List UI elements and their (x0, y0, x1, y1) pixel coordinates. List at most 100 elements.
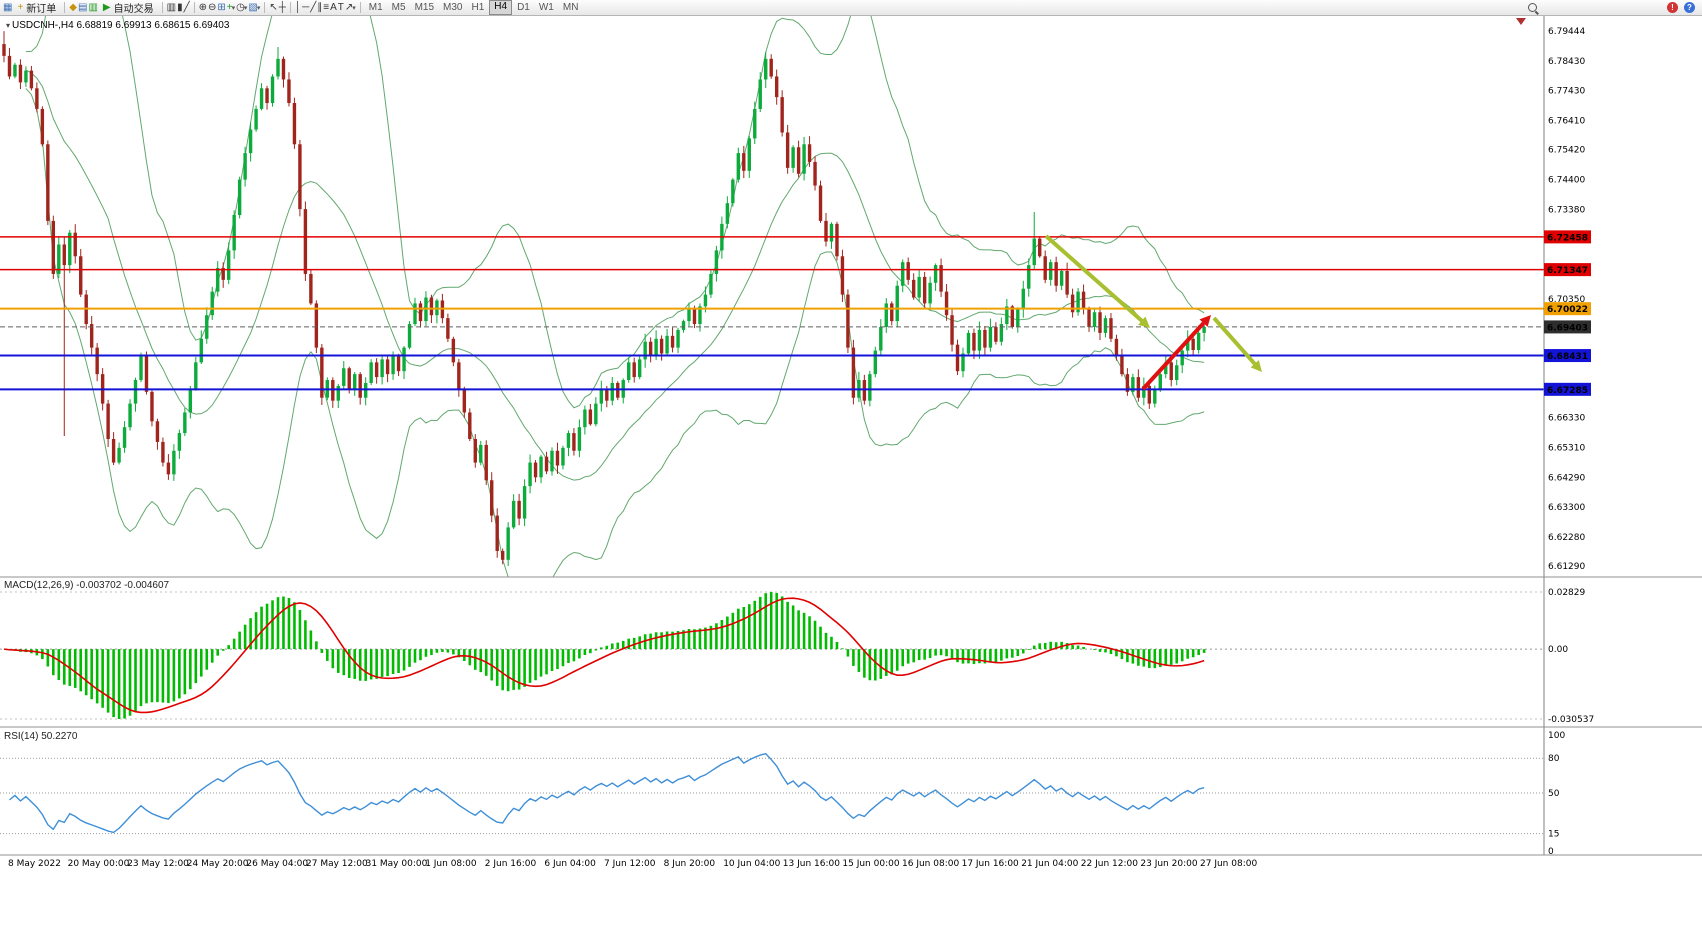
bar-chart-type-icon[interactable]: ▥ (166, 2, 177, 13)
arrow-tools-icon[interactable]: ↗ (344, 2, 354, 13)
time-label: 22 Jun 12:00 (1081, 859, 1138, 869)
periods-dropdown-icon[interactable]: ▾ (243, 4, 248, 12)
drawn-arrows[interactable] (1044, 234, 1262, 391)
separator (64, 2, 66, 13)
time-label: 21 Jun 04:00 (1021, 859, 1078, 869)
market-watch-icon[interactable]: ▤ (78, 2, 88, 13)
price-badge-value: 6.67285 (1547, 386, 1588, 396)
rsi-line (9, 752, 1205, 834)
rsi-indicator-label: RSI(14) 50.2270 (4, 731, 78, 742)
price-badge-value: 6.71347 (1547, 266, 1588, 276)
cursor-icon[interactable]: ↖ (269, 2, 278, 13)
periods-icon[interactable]: ◷ (236, 2, 245, 13)
new-order-button[interactable]: + 新订单 (13, 1, 60, 15)
time-label: 10 Jun 04:00 (723, 859, 780, 869)
auto-trading-label: 自动交易 (113, 4, 154, 15)
symbol-ohlc-info: ▾ USDCNH-,H4 6.68819 6.69913 6.68615 6.69… (6, 20, 229, 31)
channel-icon[interactable]: ∥ (317, 2, 323, 13)
timeframe-mn-button[interactable]: MN (562, 2, 579, 13)
horizontal-price-lines[interactable] (0, 236, 1544, 391)
indicators-dropdown-icon[interactable]: ▾ (231, 4, 236, 12)
time-label: 2 Jun 16:00 (485, 859, 537, 869)
timeframe-m15-button[interactable]: M15 (414, 2, 435, 13)
price-tick: 6.62280 (1548, 533, 1585, 543)
indicators-icon[interactable]: + (226, 2, 233, 13)
trend-arrow-head-0 (1138, 316, 1150, 328)
time-label: 26 May 04:00 (246, 859, 308, 869)
price-badge (1544, 349, 1591, 363)
new-order-label: 新订单 (26, 4, 57, 15)
crosshair-icon[interactable]: ┼ (278, 2, 286, 13)
chart-menu-icon[interactable]: ▾ (6, 21, 11, 30)
trendline-icon[interactable]: ╱ (310, 2, 317, 13)
time-label: 15 Jun 00:00 (842, 859, 899, 869)
horizontal-line-icon[interactable]: ─ (302, 2, 310, 13)
price-tick: 6.65310 (1548, 444, 1585, 454)
price-tick: 6.77430 (1548, 86, 1585, 96)
price-badge (1544, 382, 1591, 396)
price-badge (1544, 302, 1591, 316)
templates-dropdown-icon[interactable]: ▾ (256, 4, 261, 12)
search-icon[interactable] (1528, 3, 1537, 12)
macd-signal-line (3, 597, 1205, 714)
time-label: 7 Jun 12:00 (604, 859, 656, 869)
text-icon[interactable]: A (330, 2, 337, 13)
chart-shift-marker (1516, 18, 1526, 25)
separator (289, 2, 291, 13)
timeframe-h4-button[interactable]: H4 (489, 0, 513, 15)
price-tick: 6.78430 (1548, 57, 1585, 67)
rsi-tick: 0 (1548, 847, 1554, 857)
vertical-line-icon[interactable]: │ (294, 2, 302, 13)
price-tick: 6.73380 (1548, 206, 1585, 216)
arrow-tools-dropdown-icon[interactable]: ▾ (352, 4, 356, 12)
price-badge-value: 6.72458 (1547, 233, 1588, 243)
price-tick: 6.75420 (1548, 146, 1585, 156)
zoom-in-icon[interactable]: ⊕ (198, 2, 207, 13)
help-badge-icon[interactable]: ? (1684, 2, 1695, 13)
price-badge-value: 6.69403 (1547, 323, 1588, 333)
toolbar-right-group: ! ? (1528, 2, 1699, 13)
candles-layer (2, 31, 1206, 567)
timeframe-d1-button[interactable]: D1 (517, 2, 530, 13)
price-tick: 6.76410 (1548, 116, 1585, 126)
trend-arrow-1 (1141, 321, 1206, 391)
price-tick: 6.70350 (1548, 295, 1585, 305)
line-chart-type-icon[interactable]: ╱ (183, 2, 190, 13)
macd-pane (0, 591, 1544, 720)
trend-arrow-head-2 (1250, 360, 1262, 372)
auto-trading-button[interactable]: ▶ 自动交易 (99, 1, 158, 15)
time-label: 27 May 12:00 (306, 859, 368, 869)
price-tick: 6.66330 (1548, 413, 1585, 423)
bollinger-lower (25, 88, 1205, 577)
candlestick-type-icon[interactable]: ▮ (177, 2, 183, 13)
timeframe-m30-button[interactable]: M30 (443, 2, 463, 13)
macd-indicator-label: MACD(12,26,9) -0.003702 -0.004607 (4, 580, 170, 591)
label-icon[interactable]: T (337, 2, 344, 13)
time-label: 20 May 00:00 (68, 859, 130, 869)
toolbar: ▦ + 新订单 ◆ ▤ ▥ ▶ 自动交易 ▥ ▮ ╱ ⊕ ⊖ ⊞ + ▾ ◷ ▾… (0, 0, 1702, 16)
time-label: 17 Jun 16:00 (962, 859, 1019, 869)
trend-arrow-2 (1212, 316, 1257, 366)
trend-arrow-head-1 (1199, 315, 1211, 327)
timeframe-h1-button[interactable]: H1 (471, 2, 485, 13)
profile-icon[interactable]: ◆ (69, 2, 77, 13)
rsi-pane (0, 752, 1544, 835)
tile-windows-icon[interactable]: ⊞ (217, 2, 226, 13)
terminal-icon[interactable]: ▦ (3, 2, 13, 13)
rsi-tick: 50 (1548, 789, 1560, 799)
fibonacci-icon[interactable]: ≡ (323, 2, 330, 13)
price-tick: 6.74400 (1548, 176, 1585, 186)
time-label: 16 Jun 08:00 (902, 859, 959, 869)
timeframe-m5-button[interactable]: M5 (391, 2, 406, 13)
price-badge-value: 6.68431 (1547, 352, 1588, 362)
navigator-icon[interactable]: ▥ (88, 2, 98, 13)
timeframe-w1-button[interactable]: W1 (538, 2, 554, 13)
alert-badge-icon[interactable]: ! (1667, 2, 1678, 13)
time-label: 27 Jun 08:00 (1200, 859, 1257, 869)
zoom-out-icon[interactable]: ⊖ (208, 2, 217, 13)
time-label: 8 May 2022 (8, 859, 61, 869)
timeframe-m1-button[interactable]: M1 (368, 2, 383, 13)
time-label: 8 Jun 20:00 (664, 859, 716, 869)
templates-icon[interactable]: ▧ (248, 2, 258, 13)
